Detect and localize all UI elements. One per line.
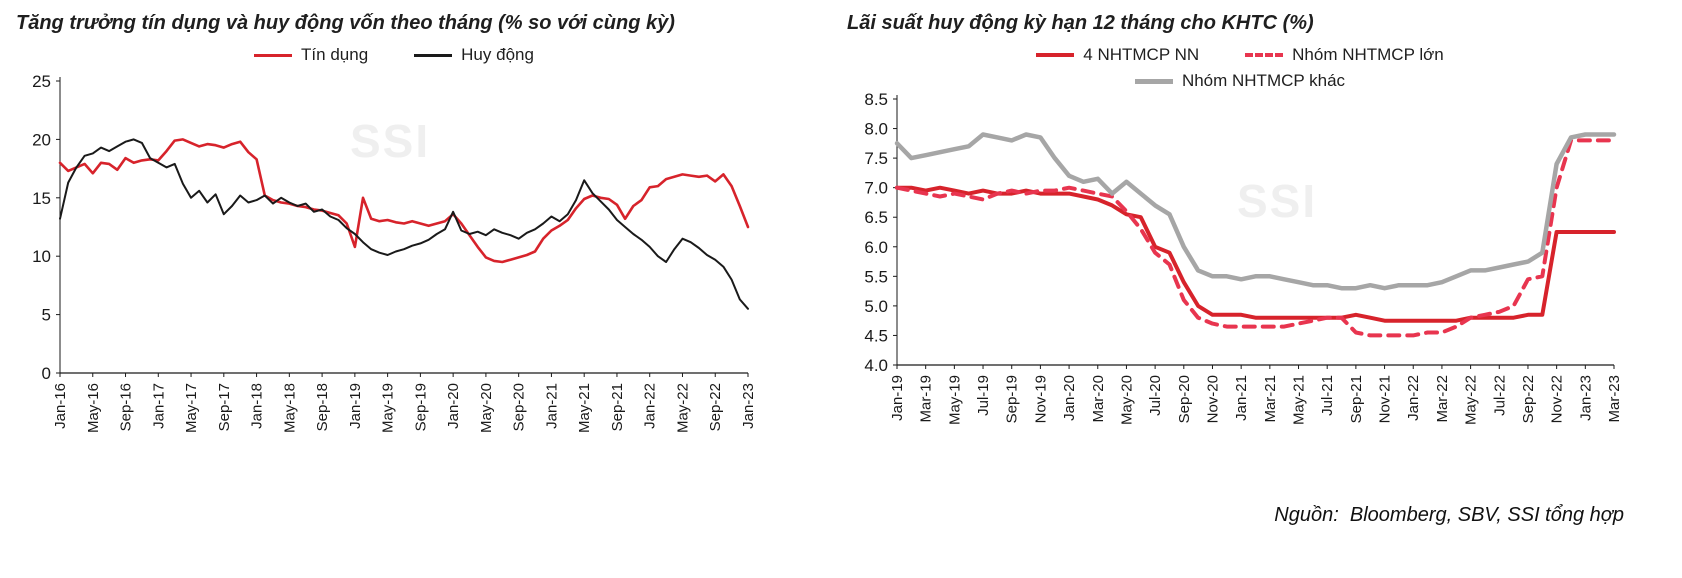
y-axis-label: 8.5 xyxy=(864,91,888,109)
legend-item-nhtmcp-khac: Nhóm NHTMCP khác xyxy=(1134,71,1346,91)
x-axis-label: Sep-18 xyxy=(314,383,331,431)
x-axis-label: Sep-19 xyxy=(1004,375,1021,423)
x-axis-label: May-19 xyxy=(946,375,963,425)
x-axis-label: Jan-23 xyxy=(1577,375,1594,421)
nhtmcp-nn-line-sample xyxy=(1036,53,1075,57)
legend-item-nhtmcp-lon: Nhóm NHTMCP lớn xyxy=(1245,45,1444,65)
x-axis-label: Jul-19 xyxy=(975,375,992,416)
y-axis-label: 7.0 xyxy=(864,179,888,198)
x-axis-label: Sep-19 xyxy=(412,383,429,431)
y-axis-label: 25 xyxy=(32,72,51,91)
credit-growth-chart-panel: Tăng trưởng tín dụng và huy động vốn the… xyxy=(14,6,774,457)
x-axis-label: Nov-19 xyxy=(1032,375,1049,423)
series-line-0 xyxy=(58,138,750,264)
x-axis-label: May-21 xyxy=(576,383,593,433)
legend-label-tin-dung: Tín dụng xyxy=(301,45,369,64)
right-chart-legend-row2: Nhóm NHTMCP khác xyxy=(845,71,1635,91)
y-axis-label: 6.5 xyxy=(864,208,888,227)
nhtmcp-lon-line-sample xyxy=(1245,53,1284,57)
y-axis-label: 8.0 xyxy=(864,120,888,139)
left-chart-title: Tăng trưởng tín dụng và huy động vốn the… xyxy=(16,12,675,34)
right-chart-title: Lãi suất huy động kỳ hạn 12 tháng cho KH… xyxy=(847,12,1314,34)
y-axis-label: 0 xyxy=(42,364,51,383)
x-axis-label: Jan-19 xyxy=(347,383,364,429)
x-axis-label: Sep-20 xyxy=(511,383,528,431)
x-axis-label: May-19 xyxy=(380,383,397,433)
x-axis-label: Nov-21 xyxy=(1377,375,1394,423)
x-axis-label: Sep-20 xyxy=(1176,375,1193,423)
credit-deposit-growth-chart: 0 5 10 15 20 25 Jan-16 May-16 Sep-16 Jan-17 May-17… xyxy=(32,72,757,433)
y-axis-label: 6.0 xyxy=(864,238,888,257)
huy-dong-line-sample xyxy=(414,53,453,57)
y-axis-label: 4.0 xyxy=(864,356,888,375)
y-axis-label: 10 xyxy=(32,247,51,266)
x-axis-label: Mar-19 xyxy=(918,375,935,423)
y-axis-label: 4.5 xyxy=(864,326,888,345)
deposit-rate-chart: 4.0 4.5 5.0 5.5 6.0 6.5 7.0 7.5 8.0 8.5 Jan-19 Mar-… xyxy=(864,91,1623,425)
series-line-2 xyxy=(894,132,1617,291)
y-axis-label: 15 xyxy=(32,189,51,208)
x-axis-label: Jan-22 xyxy=(642,383,659,429)
x-axis-label: Sep-22 xyxy=(707,383,724,431)
x-axis-label: Jul-20 xyxy=(1147,375,1164,416)
x-axis-label: Nov-20 xyxy=(1204,375,1221,423)
series-line-0 xyxy=(895,185,1616,323)
x-axis-label: Jan-18 xyxy=(249,383,266,429)
x-axis-label: Jan-20 xyxy=(445,383,462,429)
legend-label-nhtmcp-khac: Nhóm NHTMCP khác xyxy=(1181,71,1346,90)
left-chart-legend: Tín dụng Huy động xyxy=(14,45,774,65)
x-axis-label: Jan-23 xyxy=(740,383,757,429)
x-axis-label: Jan-17 xyxy=(150,383,167,429)
x-axis-label: May-16 xyxy=(85,383,102,433)
x-axis-label: Sep-22 xyxy=(1520,375,1537,423)
legend-item-tin-dung: Tín dụng xyxy=(254,45,368,65)
legend-item-nhtmcp-nn: 4 NHTMCP NN xyxy=(1036,45,1199,65)
x-axis-label: Jan-22 xyxy=(1405,375,1422,421)
x-axis-label: Sep-16 xyxy=(118,383,135,431)
x-axis-label: Sep-17 xyxy=(216,383,233,431)
x-axis-label: May-18 xyxy=(281,383,298,433)
series-line-1 xyxy=(59,138,749,310)
legend-item-huy-dong: Huy động xyxy=(414,45,534,65)
x-axis-label: Jan-20 xyxy=(1061,375,1078,421)
y-axis-label: 5.5 xyxy=(864,267,888,286)
legend-label-nhtmcp-nn: 4 NHTMCP NN xyxy=(1083,45,1200,64)
source-note: Nguồn: Bloomberg, SBV, SSI tổng hợp xyxy=(1274,504,1624,526)
y-axis-label: 5.0 xyxy=(864,297,888,316)
x-axis-label: Jan-21 xyxy=(1233,375,1250,421)
x-axis-label: May-20 xyxy=(478,383,495,433)
x-axis-label: Mar-22 xyxy=(1434,375,1451,423)
x-axis-label: Sep-21 xyxy=(609,383,626,431)
x-axis-label: Jan-19 xyxy=(889,375,906,421)
x-axis-label: Jan-16 xyxy=(52,383,69,429)
x-axis-label: May-17 xyxy=(183,383,200,433)
tin-dung-line-sample xyxy=(254,53,293,57)
y-axis-label: 20 xyxy=(32,130,51,149)
x-axis-label: Mar-20 xyxy=(1090,375,1107,423)
x-axis-label: Jan-21 xyxy=(543,383,560,429)
x-axis-label: Mar-21 xyxy=(1262,375,1279,423)
y-axis-label: 7.5 xyxy=(864,149,888,168)
x-axis-label: May-20 xyxy=(1118,375,1135,425)
series-line-1 xyxy=(895,138,1616,338)
x-axis-label: Nov-22 xyxy=(1549,375,1566,423)
x-axis-label: Jul-22 xyxy=(1491,375,1508,416)
x-axis-label: May-22 xyxy=(1463,375,1480,425)
legend-label-huy-dong: Huy động xyxy=(461,45,534,64)
x-axis-label: Sep-21 xyxy=(1348,375,1365,423)
x-axis-label: Mar-23 xyxy=(1606,375,1623,423)
nhtmcp-khac-line-sample xyxy=(1134,78,1173,84)
x-axis-label: May-22 xyxy=(674,383,691,433)
right-chart-legend-row1: 4 NHTMCP NN Nhóm NHTMCP lớn xyxy=(845,45,1635,65)
legend-label-nhtmcp-lon: Nhóm NHTMCP lớn xyxy=(1292,45,1444,64)
deposit-rate-chart-panel: Lãi suất huy động kỳ hạn 12 tháng cho KH… xyxy=(845,6,1635,447)
x-axis-label: May-21 xyxy=(1291,375,1308,425)
x-axis-label: Jul-21 xyxy=(1319,375,1336,416)
y-axis-label: 5 xyxy=(42,306,51,325)
